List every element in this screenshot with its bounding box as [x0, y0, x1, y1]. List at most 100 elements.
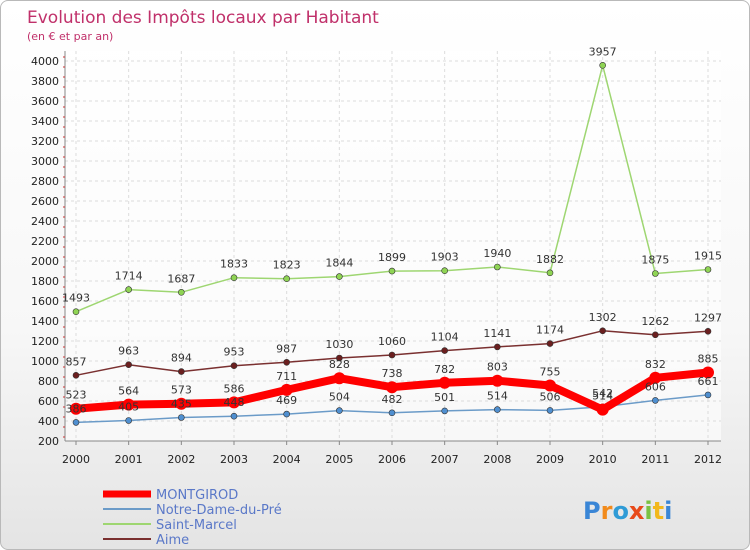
data-label: 564: [118, 385, 139, 398]
data-label: 963: [118, 345, 139, 358]
plot-area: [65, 51, 721, 441]
data-label: 606: [645, 380, 666, 393]
data-point: [652, 331, 659, 339]
logo-letter: i: [644, 497, 652, 525]
y-tick-label: 400: [38, 415, 59, 428]
data-labels: 386 405 435 448 469 504 482 501 514 506 542 606 661 1…: [62, 45, 722, 415]
data-label: 755: [540, 366, 561, 379]
data-point: [388, 267, 396, 275]
data-point: [546, 269, 554, 277]
logo-letter: t: [653, 497, 664, 525]
data-point: [546, 340, 554, 347]
y-tick-label: 800: [38, 375, 59, 388]
x-tick-label: 2011: [641, 453, 669, 466]
logo-text: Proxiti: [583, 497, 672, 525]
legend: MONTGIRODNotre-Dame-du-PréSaint-MarcelAi…: [103, 488, 282, 548]
data-point: [704, 391, 712, 399]
data-point: [596, 403, 609, 416]
data-point: [546, 407, 554, 414]
data-point: [388, 351, 396, 359]
y-tick-label: 1000: [31, 355, 59, 368]
data-point: [704, 266, 712, 273]
data-point: [72, 419, 80, 426]
data-label: 782: [434, 363, 455, 376]
data-point: [544, 379, 556, 392]
x-tick-label: 2004: [273, 453, 301, 466]
data-point: [175, 397, 188, 410]
data-label: 1262: [641, 315, 669, 328]
data-label: 661: [698, 375, 719, 388]
y-tick-label: 2000: [31, 255, 59, 268]
data-label: 523: [66, 389, 87, 402]
data-label: 1174: [536, 324, 564, 337]
data-label: 448: [224, 396, 245, 409]
y-tick-label: 3600: [31, 95, 59, 108]
data-point: [125, 286, 132, 293]
data-label: 504: [329, 391, 350, 404]
series-lines: [70, 62, 714, 426]
y-tick-label: 3800: [31, 75, 59, 88]
data-label: 1844: [325, 257, 353, 270]
data-label: 738: [382, 367, 403, 380]
data-point: [230, 274, 238, 282]
data-label: 1104: [431, 331, 459, 344]
data-point: [336, 407, 343, 414]
data-label: 803: [487, 361, 508, 374]
data-label: 482: [382, 393, 403, 406]
x-tick-label: 2010: [589, 453, 617, 466]
grid: [65, 51, 721, 442]
x-tick-label: 2000: [62, 453, 90, 466]
logo-letter: r: [601, 497, 613, 525]
y-tick-label: 3000: [31, 155, 59, 168]
data-label: 586: [224, 382, 245, 395]
data-label: 1833: [220, 258, 248, 271]
data-label: 1030: [325, 338, 353, 351]
legend-entry: Saint-Marcel: [156, 518, 237, 533]
y-tick-label: 200: [38, 435, 59, 448]
y-tick-label: 2200: [31, 235, 59, 248]
y-tick-label: 1600: [31, 295, 59, 308]
data-point: [336, 273, 343, 280]
data-point: [283, 410, 290, 418]
data-label: 1493: [62, 292, 90, 305]
data-point: [441, 347, 448, 354]
data-point: [441, 407, 448, 415]
data-label: 1882: [536, 253, 564, 266]
logo-letter: x: [629, 497, 645, 525]
data-label: 501: [434, 391, 455, 404]
data-label: 542: [592, 387, 613, 400]
chart-subtitle: (en € et par an): [27, 30, 113, 43]
data-point: [283, 275, 290, 283]
data-label: 1141: [483, 327, 511, 340]
y-tick-label: 4000: [31, 55, 59, 68]
y-tick-label: 1800: [31, 275, 59, 288]
data-label: 987: [276, 342, 297, 355]
data-point: [652, 397, 659, 404]
data-point: [333, 372, 346, 385]
data-label: 1060: [378, 335, 406, 348]
data-label: 711: [276, 370, 297, 383]
data-point: [494, 406, 501, 413]
y-tick-label: 2800: [31, 175, 59, 188]
data-point: [649, 371, 662, 384]
data-label: 506: [540, 390, 561, 403]
data-point: [386, 381, 398, 394]
legend-entry: Aime: [156, 533, 189, 548]
logo-letter: o: [612, 497, 629, 525]
data-label: 573: [171, 384, 192, 397]
data-point: [230, 362, 238, 370]
data-label: 832: [645, 358, 666, 371]
x-tick-label: 2006: [378, 453, 406, 466]
data-label: 435: [171, 398, 192, 411]
data-point: [491, 374, 504, 387]
data-point: [494, 343, 501, 351]
proxiti-logo: Proxiti: [583, 497, 672, 525]
data-label: 405: [118, 401, 139, 414]
data-label: 386: [66, 402, 87, 415]
data-label: 1903: [431, 251, 459, 264]
data-point: [125, 361, 132, 369]
y-tick-label: 1200: [31, 335, 59, 348]
data-point: [72, 308, 80, 316]
